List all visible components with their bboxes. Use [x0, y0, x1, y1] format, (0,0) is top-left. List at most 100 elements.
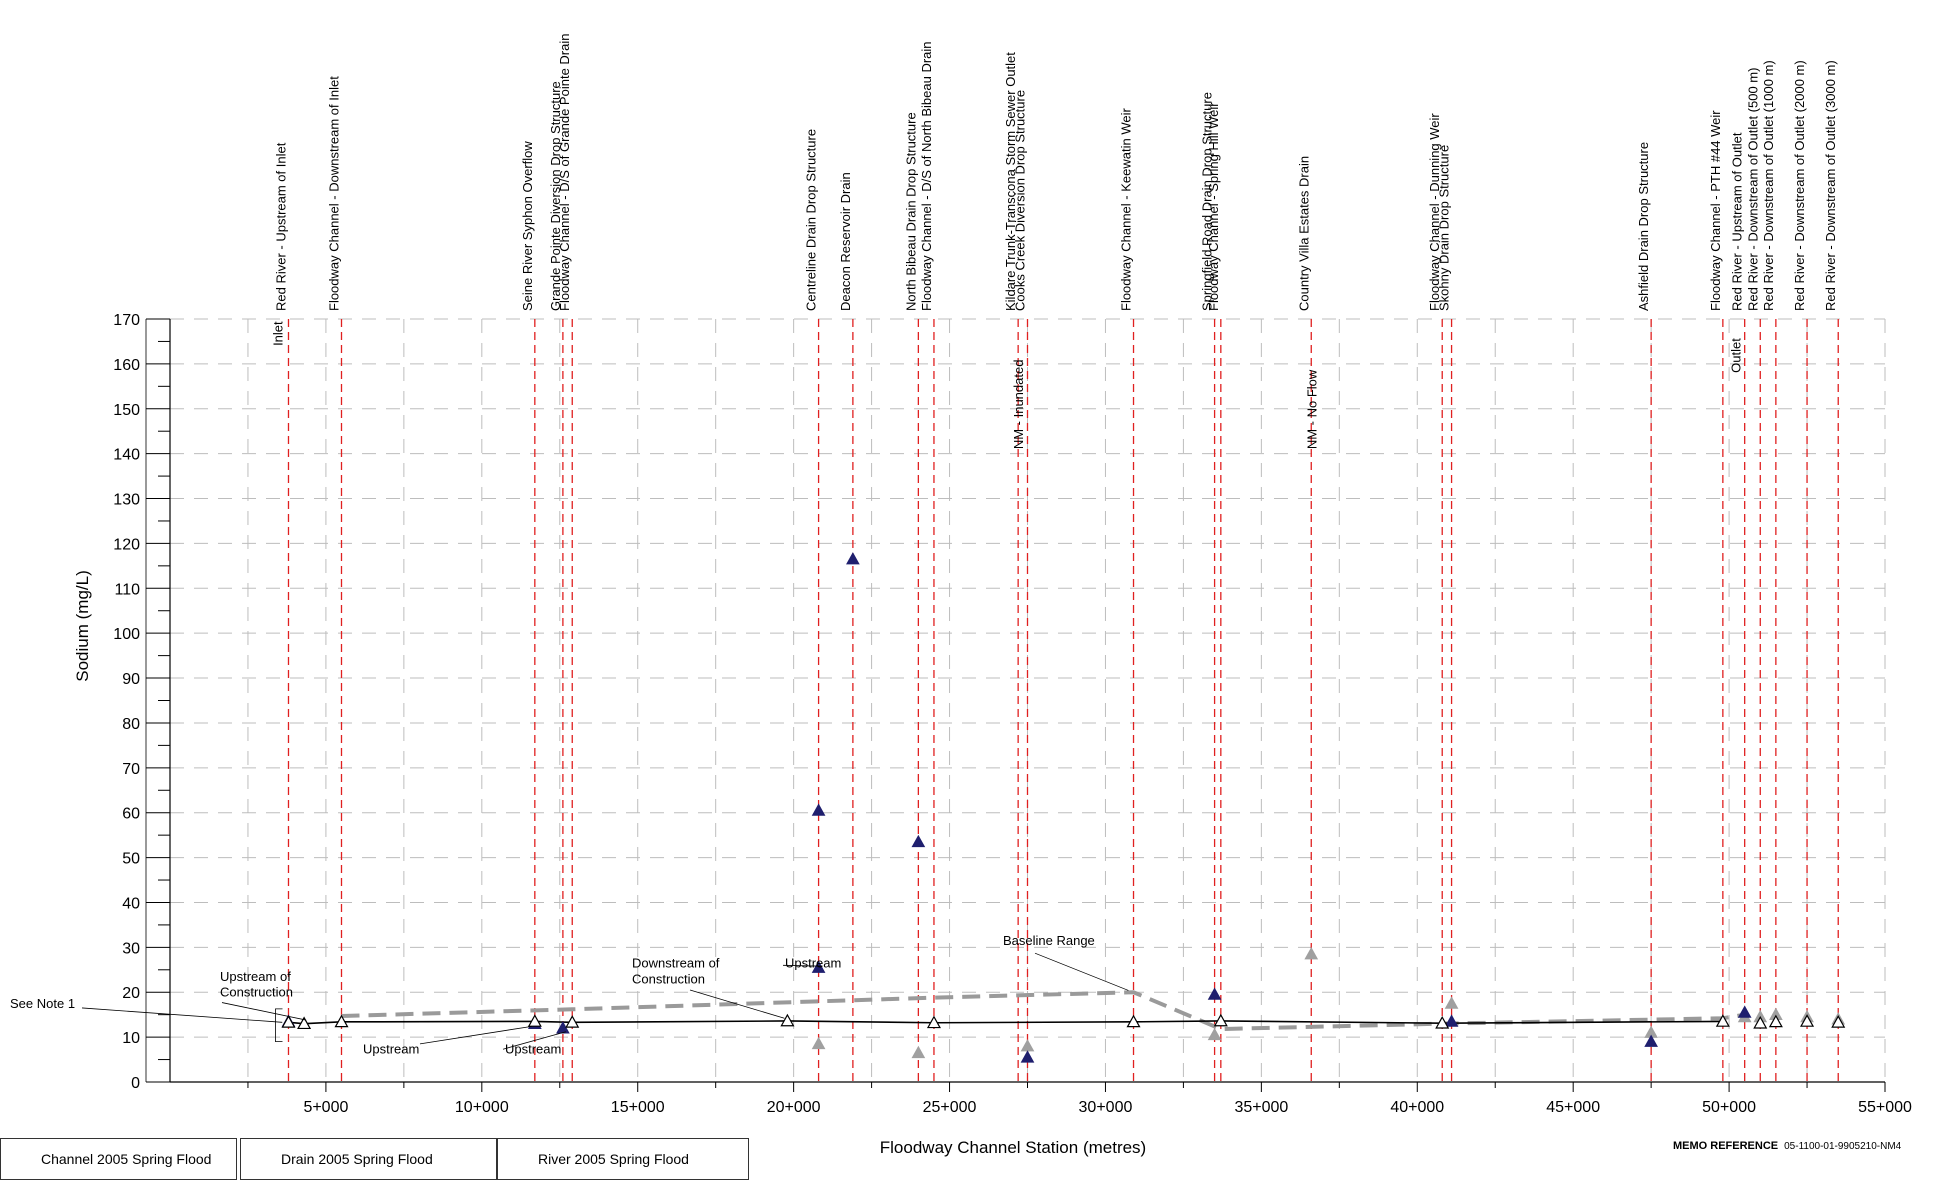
upstream-leader [419, 1025, 532, 1045]
site-label: Red River - Downstream of Outlet (2000 m… [1792, 60, 1807, 311]
channel-point [281, 1015, 296, 1028]
x-tick-label: 55+000 [1858, 1099, 1912, 1116]
site-label: North Bibeau Drain Drop Structure [903, 112, 918, 311]
channel-point [1753, 1015, 1768, 1029]
x-tick-label: 35+000 [1234, 1099, 1288, 1116]
river-point [811, 960, 826, 973]
site-label: Red River - Downstream of Outlet (500 m) [1745, 68, 1760, 311]
channel-point [1126, 1014, 1141, 1028]
site-label: Deacon Reservoir Drain [838, 172, 853, 311]
grid-layer [170, 318, 1886, 1082]
x-tick-label: 50+000 [1702, 1099, 1756, 1116]
y-tick-label: 40 [122, 895, 140, 912]
upstream-leader [502, 1031, 566, 1050]
site-label: Red River - Downstream of Outlet (1000 m… [1761, 60, 1776, 311]
legend-item-channel: Channel 2005 Spring Flood [0, 1138, 237, 1180]
baseline-range-leader [1034, 952, 1129, 991]
x-tick-label: 20+000 [767, 1099, 821, 1116]
see-note-1-label: See Note 1 [10, 996, 75, 1011]
x-tick-label: 30+000 [1079, 1099, 1133, 1116]
site-label: Ashfield Drain Drop Structure [1636, 142, 1651, 311]
river-point [1444, 1014, 1459, 1027]
upstream-label: Upstream [505, 1042, 561, 1057]
channel-point [1715, 1014, 1730, 1027]
baseline-range-line [341, 990, 1746, 1032]
sample-site-lines: Red River - Upstream of Inlet Floodway Ch… [273, 34, 1839, 1082]
outlet-label: Outlet [1729, 338, 1744, 373]
y-tick-label: 90 [122, 671, 140, 688]
nm-no-flow-label: NM - No Flow [1304, 369, 1319, 449]
downstream-of-construction-label: Construction [632, 971, 705, 986]
river-point [811, 803, 826, 816]
river-point [1737, 1005, 1752, 1018]
annotations: Inlet Outlet NM - Inundated NM - No Flow See… [10, 321, 1744, 1057]
nm-inundated-label: NM - Inundated [1011, 360, 1026, 450]
data-points [281, 552, 1846, 1063]
legend-item-drain: Drain 2005 Spring Flood [240, 1138, 497, 1180]
channel-point [334, 1014, 349, 1028]
channel-point [1800, 1014, 1815, 1027]
site-label: Country Villa Estates Drain [1296, 156, 1311, 311]
site-label: Floodway Channel - Downstream of Inlet [327, 76, 342, 311]
drain-point [1304, 947, 1319, 960]
y-tick-label: 150 [113, 402, 140, 419]
see-note-1-leader [81, 1007, 283, 1023]
memo-reference: MEMO REFERENCE 05-1100-01-9905210-NM4 [1673, 1140, 1901, 1152]
legend-item-river: River 2005 Spring Flood [497, 1138, 749, 1180]
site-label: Floodway Channel - PTH #44 Weir [1708, 110, 1723, 311]
x-tick-label: 40+000 [1390, 1099, 1444, 1116]
river-point [911, 834, 926, 848]
upstream-leader [782, 964, 823, 967]
legend-label-river: River 2005 Spring Flood [538, 1151, 689, 1167]
legend-label-channel: Channel 2005 Spring Flood [41, 1151, 212, 1167]
channel-point [926, 1015, 941, 1029]
downstream-of-construction-label: Downstream of [632, 956, 720, 971]
river-point [1644, 1034, 1658, 1047]
site-label: Floodway Channel - D/S of North Bibeau D… [919, 41, 934, 311]
upstream-of-construction-leader [221, 1002, 307, 1021]
x-tick-label: 10+000 [455, 1099, 509, 1116]
y-tick-label: 80 [122, 716, 140, 733]
y-tick-label: 120 [113, 536, 140, 553]
site-label: Floodway Channel - Spring Hill Weir [1206, 102, 1221, 311]
y-tick-label: 160 [113, 357, 140, 374]
upstream-of-construction-label: Upstream of [220, 969, 291, 984]
site-label: Seine River Syphon Overflow [520, 141, 535, 311]
x-tick-label: 25+000 [923, 1099, 977, 1116]
legend-label-drain: Drain 2005 Spring Flood [281, 1151, 433, 1167]
axes: 0 10 20 30 40 50 60 70 80 90 100 110 120 130 140 150 160… [113, 312, 1912, 1116]
site-label: Grande Pointe Diversion Drop Structure [548, 81, 563, 311]
channel-point [1435, 1015, 1450, 1029]
x-tick-label: 5+000 [303, 1099, 348, 1116]
site-label: Red River - Upstream of Outlet [1730, 132, 1745, 311]
site-label: Red River - Upstream of Inlet [273, 142, 288, 311]
y-tick-label: 140 [113, 447, 140, 464]
downstream-of-construction-leader [689, 989, 785, 1019]
y-tick-label: 20 [122, 985, 140, 1002]
y-tick-label: 130 [113, 492, 140, 509]
baseline-range-label: Baseline Range [1003, 933, 1095, 948]
drain-point [1020, 1039, 1035, 1052]
y-tick-label: 110 [114, 581, 140, 598]
upstream-label: Upstream [785, 956, 841, 971]
site-label: Skohny Drain Drop Structure [1437, 145, 1452, 311]
see-note-1-bracket [275, 1008, 283, 1043]
site-label: Red River - Downstream of Outlet (3000 m… [1823, 60, 1838, 311]
channel-point [297, 1016, 312, 1030]
channel-point [1768, 1014, 1783, 1028]
site-label: Cooks Creek Diversion Drop Structure [1013, 90, 1028, 311]
memo-value: 05-1100-01-9905210-NM4 [1784, 1141, 1902, 1152]
y-tick-label: 70 [122, 761, 140, 778]
site-label: Floodway Channel - Dunning Weir [1427, 113, 1442, 311]
channel-point [565, 1015, 580, 1028]
river-point [1207, 987, 1222, 1000]
y-tick-label: 100 [113, 626, 140, 643]
channel-point [780, 1013, 795, 1027]
channel-point [527, 1014, 542, 1027]
river-point [846, 552, 860, 565]
drain-point [811, 1036, 826, 1050]
y-tick-label: 170 [113, 312, 140, 329]
x-tick-label: 45+000 [1546, 1099, 1600, 1116]
upstream-label: Upstream [363, 1042, 419, 1057]
y-tick-label: 10 [122, 1030, 140, 1047]
